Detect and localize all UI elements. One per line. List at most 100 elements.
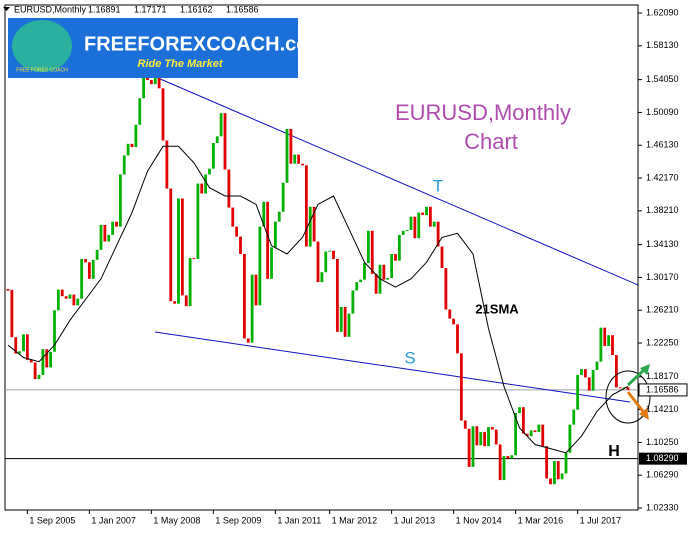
logo-small: FREE FOREX COACH — [16, 67, 68, 73]
candle-body — [363, 263, 366, 280]
last-price-label: 1.16586 — [646, 384, 679, 394]
candle-body — [479, 432, 483, 446]
candle-body — [502, 456, 506, 481]
candle-body — [611, 335, 614, 356]
candle-body — [545, 446, 549, 479]
candle-body — [459, 353, 463, 421]
candle-body — [10, 289, 14, 338]
candle-body — [572, 409, 576, 425]
candle-body — [452, 318, 456, 325]
candle-body — [312, 206, 316, 242]
candle-body — [254, 274, 258, 306]
candle-body — [549, 478, 552, 485]
candle-body — [487, 427, 490, 447]
candle-body — [607, 335, 611, 346]
header-marker — [3, 7, 10, 11]
candle-body — [518, 407, 521, 414]
candle-body — [177, 198, 180, 304]
x-tick-label: 1 Mar 2012 — [332, 515, 378, 525]
candle-body — [320, 272, 324, 283]
candle-body — [397, 234, 401, 261]
candle-body — [456, 324, 459, 354]
candle-body — [308, 206, 312, 247]
candle-body — [583, 369, 587, 378]
candle-body — [568, 424, 572, 453]
candle-body — [304, 165, 308, 247]
candle-body — [626, 387, 630, 390]
candle-body — [33, 362, 37, 380]
candle-body — [239, 236, 242, 254]
circle-marker — [605, 370, 651, 424]
candle-body — [328, 250, 332, 252]
candle-body — [366, 230, 370, 264]
candle-body — [37, 374, 41, 380]
candle-body — [494, 429, 498, 445]
x-tick-label: 1 Jul 2017 — [580, 515, 622, 525]
candle-body — [618, 387, 622, 389]
candle-body — [196, 183, 200, 259]
annotation-title: Chart — [464, 129, 518, 154]
x-tick-label: 1 Jan 2007 — [91, 515, 136, 525]
candle-body — [595, 361, 599, 370]
candle-body — [386, 277, 390, 280]
marks-layer — [6, 71, 630, 485]
y-tick-label: 1.46130 — [646, 140, 679, 150]
candle-body — [335, 258, 339, 332]
header-values: 1.16891 1.17171 1.16162 1.16586 — [88, 4, 259, 14]
candle-body — [525, 433, 529, 437]
candle-body — [68, 294, 72, 299]
y-tick-label: 1.34130 — [646, 239, 679, 249]
hline-label-box — [639, 452, 687, 465]
logo-name: FREEFOREXCOACH.com — [84, 33, 326, 55]
header-value: 1.16162 — [180, 4, 213, 14]
candle-body — [111, 221, 115, 235]
candle-body — [475, 426, 479, 446]
candle-body — [161, 88, 165, 141]
candle-body — [440, 246, 444, 269]
candle-body — [490, 427, 494, 430]
y-tick-label: 1.62090 — [646, 7, 679, 17]
candle-body — [95, 249, 99, 260]
candle-body — [242, 253, 246, 339]
candle-body — [270, 247, 273, 279]
candle-body — [394, 253, 397, 261]
candle-body — [56, 289, 60, 311]
candle-body — [533, 430, 537, 433]
candle-body — [211, 142, 215, 169]
candle-body — [552, 461, 556, 485]
candle-body — [173, 301, 177, 304]
candle-body — [60, 289, 64, 297]
candle-body — [347, 313, 351, 337]
candle-body — [208, 168, 211, 175]
up-arrow-head — [640, 364, 650, 375]
candle-body — [64, 296, 68, 299]
y-tick-label: 1.58130 — [646, 40, 679, 50]
candle-body — [285, 128, 289, 183]
candle-body — [277, 211, 281, 222]
candle-body — [149, 80, 153, 85]
candle-body — [514, 413, 518, 456]
candle-body — [339, 306, 343, 332]
header-value: 1.16891 — [88, 4, 121, 14]
candle-body — [72, 294, 76, 306]
y-tick-label: 1.42170 — [646, 172, 679, 182]
candle-body — [41, 349, 45, 375]
candle-body — [273, 221, 277, 248]
y-tick-label: 1.14210 — [646, 404, 679, 414]
candle-body — [580, 369, 583, 375]
x-tick-label: 1 Nov 2014 — [456, 515, 502, 525]
candle-body — [103, 224, 107, 242]
candle-body — [390, 253, 394, 278]
candle-body — [467, 428, 471, 467]
x-tick-label: 1 Jan 2011 — [277, 515, 321, 525]
candle-body — [246, 338, 250, 343]
x-tick-label: 1 Jul 2013 — [394, 515, 436, 525]
candle-body — [556, 461, 560, 480]
candle-body — [382, 264, 386, 280]
candle-body — [529, 430, 533, 437]
candle-body — [200, 183, 204, 194]
logo-emblem — [12, 20, 72, 72]
annotation-s: S — [404, 348, 415, 367]
candle-body — [324, 251, 328, 273]
candle-body — [18, 351, 22, 354]
